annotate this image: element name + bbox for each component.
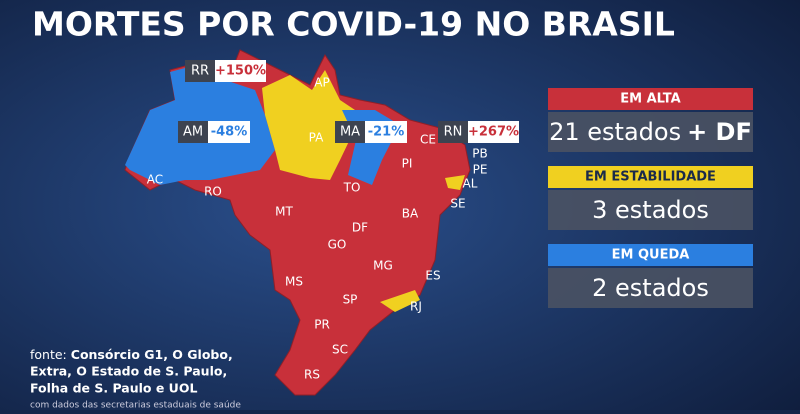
legend: EM ALTA 21 estados + DF EM ESTABILIDADE 3 es… <box>548 88 753 308</box>
state-label: TO <box>343 181 361 195</box>
state-label: BA <box>402 207 419 221</box>
state-label: MT <box>275 205 293 219</box>
callout-change: +150% <box>215 64 266 79</box>
state-al <box>445 175 465 190</box>
state-label: PB <box>472 147 487 161</box>
state-label: MS <box>285 275 303 289</box>
state-label: GO <box>328 238 347 252</box>
legend-heading: EM QUEDA <box>612 248 690 263</box>
callout-change: -48% <box>211 125 248 140</box>
state-label: AL <box>463 177 478 191</box>
source-line: Extra, O Estado de S. Paulo, <box>30 364 227 379</box>
state-label: ES <box>425 269 440 283</box>
state-label: PR <box>314 318 330 332</box>
state-label: RO <box>204 185 222 199</box>
legend-heading-bar <box>548 88 753 110</box>
state-label: SP <box>343 293 358 307</box>
legend-heading: EM ALTA <box>620 92 680 107</box>
callout-change-box <box>208 121 250 143</box>
legend-extra: + DF <box>687 118 752 146</box>
state-label: PA <box>309 131 324 145</box>
callout-state-box <box>185 60 215 82</box>
callout-state-box <box>438 121 468 143</box>
source-line: Folha de S. Paulo e UOL <box>30 381 197 396</box>
state-label: AC <box>147 173 163 187</box>
state-label: CE <box>420 133 436 147</box>
source-label: fonte: <box>30 347 67 362</box>
state-label: PE <box>473 163 488 177</box>
callout-change: +267% <box>468 125 519 140</box>
legend-count-text: 2 estados <box>592 274 709 302</box>
callout-change-box <box>215 60 266 82</box>
state-label: DF <box>352 221 368 235</box>
legend-heading: EM ESTABILIDADE <box>585 170 716 185</box>
callout-state: RR <box>191 64 209 79</box>
callout-state-box <box>178 121 208 143</box>
legend-count-box <box>548 268 753 308</box>
legend-count: 2 estados <box>592 274 709 302</box>
source-note: com dados das secretarias estaduais de s… <box>30 401 241 411</box>
title: MORTES POR COVID-19 NO BRASIL <box>32 5 675 44</box>
state-label: MG <box>373 259 393 273</box>
callout-change-box <box>468 121 519 143</box>
state-pa <box>262 70 355 180</box>
legend-heading-bar <box>548 244 753 266</box>
state-label: RS <box>304 368 320 382</box>
callout-state: AM <box>183 125 203 140</box>
legend-heading-bar <box>548 166 753 188</box>
callout-state-box <box>335 121 365 143</box>
source-line: Consórcio G1, O Globo, <box>71 347 233 362</box>
state-label: RJ <box>410 300 422 314</box>
state-label: AP <box>314 76 329 90</box>
callout-state: RN <box>444 125 463 140</box>
legend-count: 21 estados + DF <box>549 118 752 146</box>
state-label: SE <box>450 197 465 211</box>
legend-count-box <box>548 190 753 230</box>
callout-state: MA <box>340 125 360 140</box>
callout-change: -21% <box>368 125 405 140</box>
legend-count-text: 21 estados <box>549 118 681 146</box>
state-label: SC <box>332 343 348 357</box>
legend-count-box <box>548 112 753 152</box>
callout-change-box <box>365 121 407 143</box>
legend-count: 3 estados <box>592 196 709 224</box>
state-label: PI <box>402 157 413 171</box>
callouts: RR +150% AM -48% MA -21% RN +267% <box>178 60 519 143</box>
state-rj <box>380 290 420 312</box>
source: fonte: Consórcio G1, O Globo, <box>30 347 233 362</box>
legend-count-text: 3 estados <box>592 196 709 224</box>
